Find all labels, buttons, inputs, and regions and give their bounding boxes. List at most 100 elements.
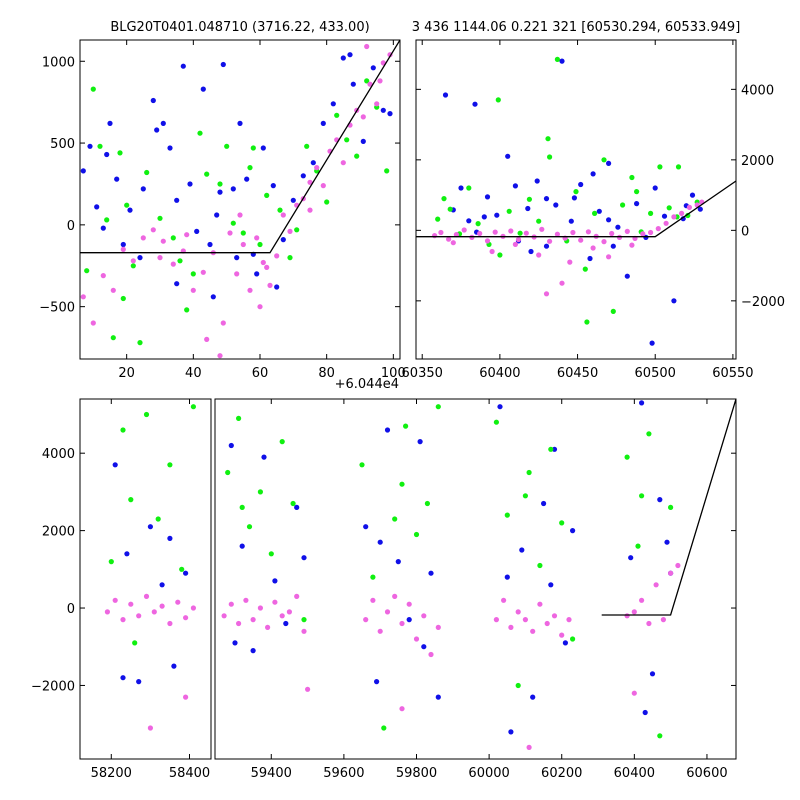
data-point-pink [438,229,444,236]
data-point-green [634,189,640,195]
data-point-blue [497,404,503,410]
data-point-pink [631,690,637,696]
data-point-pink [406,601,412,607]
data-point-green [190,404,196,410]
data-point-green [526,196,533,202]
data-point-green [506,208,512,214]
data-point-blue [512,183,519,189]
data-point-blue [217,189,223,195]
data-point-pink [477,230,483,237]
data-point-pink [237,212,243,218]
data-point-green [526,469,532,476]
data-point-green [97,143,103,149]
data-point-pink [128,601,134,607]
data-point-blue [214,212,220,218]
data-point-blue [127,207,133,213]
data-point-green [610,308,616,314]
x-tick-label: 59400 [251,766,292,781]
data-point-pink [100,273,106,279]
data-point-blue [200,86,206,92]
data-point-green [497,252,503,258]
data-point-green [294,227,300,233]
data-point-green [268,551,274,557]
data-point-pink [374,101,380,107]
data-point-green [447,206,453,212]
data-point-blue [571,195,578,201]
data-point-pink [551,613,558,619]
data-point-pink [136,613,142,619]
x-tick-label: 59800 [396,766,437,781]
y-tick-label: −2000 [741,295,785,310]
data-point-blue [525,205,531,212]
data-point-blue [570,528,576,534]
data-point-blue [137,255,143,261]
data-point-pink [228,601,234,607]
data-point-blue [187,181,193,187]
data-point-green [545,136,551,142]
data-point-blue [661,213,668,219]
data-point-blue [370,65,376,71]
data-point-pink [537,601,543,607]
series-pink [104,562,681,751]
data-point-pink [110,287,116,293]
data-point-green [177,258,183,264]
data-point-pink [671,214,677,220]
x-tick-label: 60 [252,366,269,381]
data-point-green [184,307,190,313]
data-point-blue [504,574,510,580]
data-point-blue [254,271,260,277]
panel-bottom-plot-area [104,399,736,751]
data-point-green [495,97,501,103]
data-point-pink [489,248,495,255]
data-point-green [301,617,307,623]
top-left-panel: 20 40 60 80 100 −500 0 500 1000 [39,39,406,381]
data-point-pink [167,620,173,627]
data-point-pink [668,570,674,576]
data-point-pink [260,259,266,266]
y-tick-label: 0 [67,219,75,234]
x-tick-label: 20 [118,366,135,381]
data-point-blue [519,547,525,553]
data-point-pink [392,593,398,600]
data-point-pink [227,230,233,236]
data-point-pink [240,241,246,248]
panel-tl-plot-area [80,40,400,359]
data-point-pink [543,291,550,297]
data-point-blue [548,582,554,588]
data-point-green [230,220,236,226]
data-point-green [120,295,126,302]
data-point-blue [559,58,565,64]
data-point-pink [236,620,242,627]
data-point-green [657,164,663,170]
data-point-pink [675,562,681,569]
data-point-pink [175,599,181,605]
data-point-blue [159,582,165,588]
axis-break [212,398,214,760]
data-point-green [582,266,588,272]
data-point-pink [243,597,249,603]
data-point-green [635,543,641,549]
data-point-pink [274,253,280,259]
data-point-blue [615,224,621,230]
data-point-pink [450,240,456,246]
x-tick-label: 60000 [468,766,509,781]
data-point-blue [657,497,663,503]
data-point-blue [140,186,146,192]
data-point-pink [686,204,693,210]
data-point-blue [340,55,346,61]
data-point-pink [190,287,196,293]
data-point-green [264,192,270,198]
data-point-pink [340,160,346,166]
data-point-green [84,268,90,274]
y-tick-label: 2000 [741,154,774,169]
data-point-blue [634,201,640,207]
data-point-blue [167,535,173,542]
data-point-green [554,56,561,63]
data-point-blue [301,555,307,561]
series-pink [432,199,705,297]
data-point-green [522,493,529,499]
data-point-green [239,504,245,510]
series-blue [112,400,674,735]
data-point-green [120,427,126,433]
